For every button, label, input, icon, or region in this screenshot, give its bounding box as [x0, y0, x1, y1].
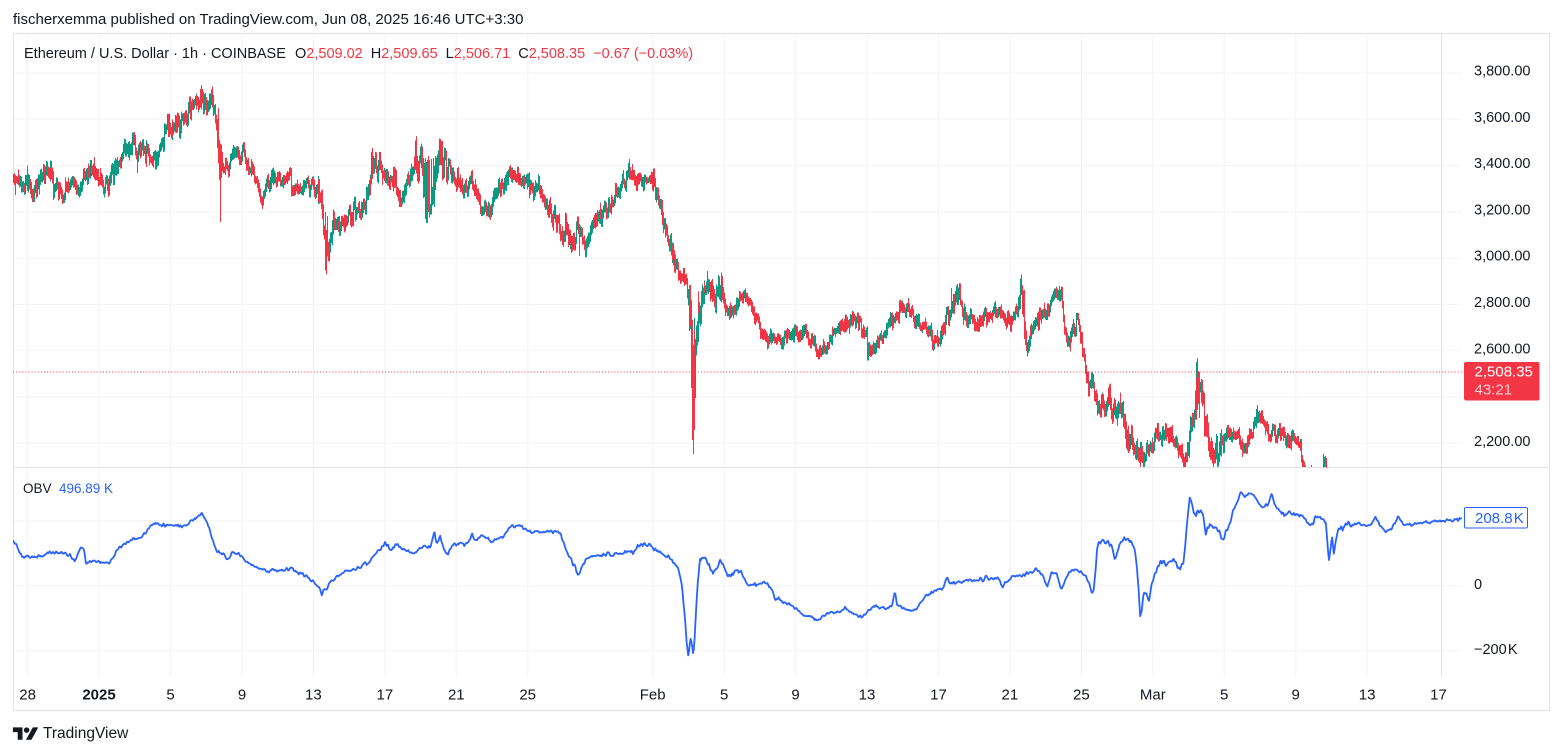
- svg-text:43:21: 43:21: [1475, 382, 1513, 399]
- svg-text:2,508.35: 2,508.35: [1475, 364, 1533, 381]
- svg-text:2,600.00: 2,600.00: [1474, 341, 1530, 357]
- svg-text:25: 25: [1073, 687, 1090, 704]
- svg-text:5: 5: [1220, 687, 1228, 704]
- svg-text:−200 K: −200 K: [1474, 642, 1518, 658]
- svg-text:5: 5: [166, 687, 174, 704]
- svg-text:3,600.00: 3,600.00: [1474, 110, 1530, 126]
- svg-text:9: 9: [791, 687, 799, 704]
- svg-text:OBV: OBV: [23, 481, 52, 496]
- svg-text:2,800.00: 2,800.00: [1474, 295, 1530, 311]
- svg-text:5: 5: [720, 687, 728, 704]
- svg-text:13: 13: [1359, 687, 1376, 704]
- svg-text:17: 17: [930, 687, 947, 704]
- svg-text:9: 9: [238, 687, 246, 704]
- svg-text:17: 17: [377, 687, 394, 704]
- svg-text:2025: 2025: [82, 687, 115, 704]
- svg-text:17: 17: [1430, 687, 1447, 704]
- svg-text:13: 13: [859, 687, 876, 704]
- svg-text:Feb: Feb: [640, 687, 666, 704]
- svg-text:fischerxemma published on Trad: fischerxemma published on TradingView.co…: [13, 11, 523, 28]
- svg-text:25: 25: [519, 687, 536, 704]
- svg-text:3,400.00: 3,400.00: [1474, 156, 1530, 172]
- svg-text:TradingView: TradingView: [43, 725, 129, 742]
- svg-text:13: 13: [305, 687, 322, 704]
- svg-text:3,200.00: 3,200.00: [1474, 202, 1530, 218]
- svg-text:208.8 K: 208.8 K: [1475, 510, 1524, 527]
- svg-text:3,000.00: 3,000.00: [1474, 249, 1530, 265]
- svg-text:Ethereum / U.S. Dollar · 1h ·: Ethereum / U.S. Dollar · 1h · COINBASE: [24, 46, 286, 62]
- svg-text:21: 21: [448, 687, 465, 704]
- svg-text:21: 21: [1002, 687, 1019, 704]
- svg-text:2,200.00: 2,200.00: [1474, 434, 1530, 450]
- svg-text:3,800.00: 3,800.00: [1474, 64, 1530, 80]
- svg-text:496.89 K: 496.89 K: [59, 481, 113, 496]
- svg-text:28: 28: [19, 687, 36, 704]
- svg-text:Mar: Mar: [1140, 687, 1166, 704]
- svg-text:0: 0: [1474, 577, 1482, 593]
- svg-text:9: 9: [1292, 687, 1300, 704]
